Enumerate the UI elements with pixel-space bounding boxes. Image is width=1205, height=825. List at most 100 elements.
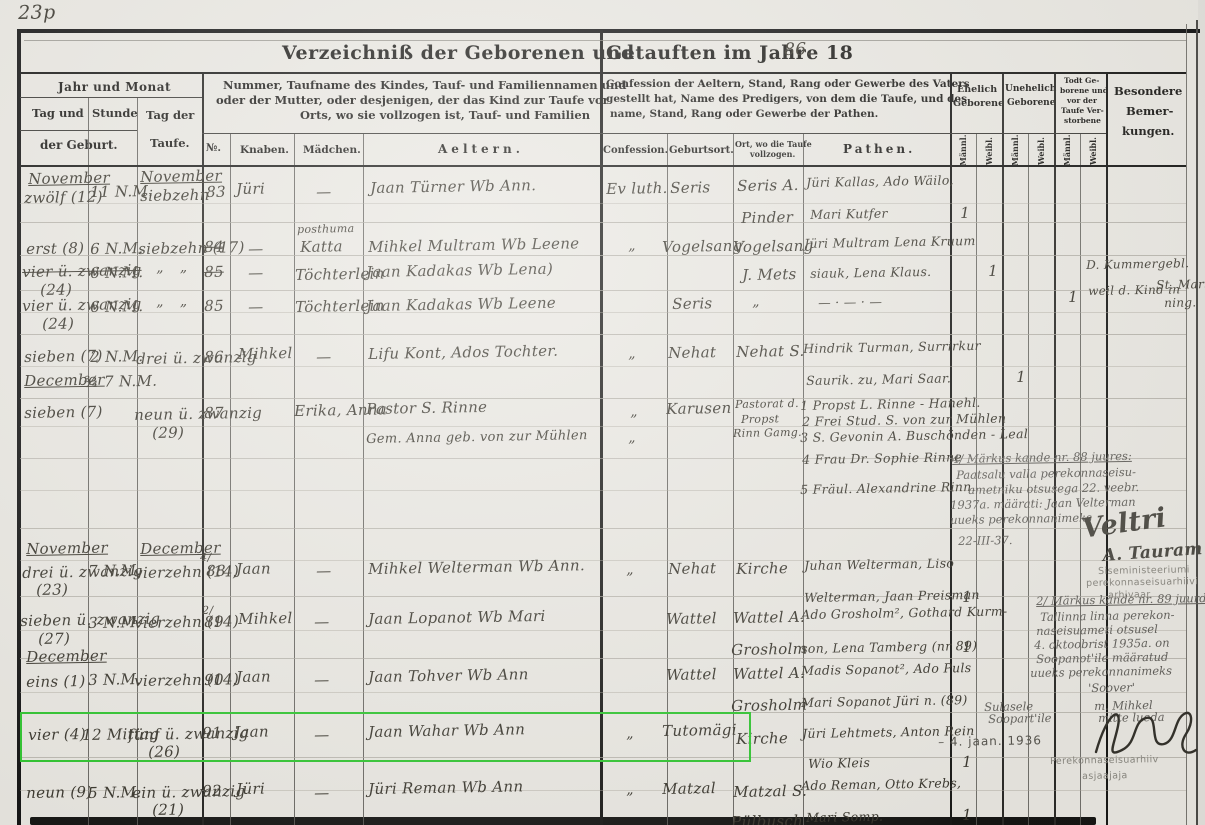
- rule-line: [20, 97, 202, 98]
- rule-line: [20, 596, 1186, 597]
- entry-88-baptism-place: Kirche: [736, 559, 789, 578]
- entry-87-birthplace: Karusen: [666, 398, 732, 418]
- rule-line: [976, 133, 977, 825]
- corner-mark: 23p: [18, 1, 56, 24]
- entry-85-cancelled-parents: Jaan Kadakas Wb Lena): [366, 259, 554, 281]
- entry-90-number: 90: [204, 670, 224, 689]
- col-unehelich-weibl-label: Weibl.: [1036, 137, 1046, 165]
- entry-85-godparents: — · — · —: [818, 293, 883, 310]
- header-pathen: Pathen.: [843, 142, 916, 156]
- entry-84-baptism-place: Vogelsang: [733, 236, 814, 256]
- entry-86-number: 86: [204, 347, 224, 366]
- entry-85-cancelled-boy-name: —: [248, 263, 264, 282]
- entry-92-birth-day: neun (9): [26, 782, 93, 802]
- header-mid-line3: Orts, wo sie vollzogen ist, Tauf- und Fa…: [300, 108, 591, 122]
- entry-92-girl-name: —: [314, 783, 330, 802]
- header-geburtsort: Geburtsort.: [669, 145, 734, 156]
- rule-line: [202, 133, 1106, 134]
- entry-84-boy-name: —: [248, 239, 264, 258]
- rule-line: [20, 312, 1186, 313]
- entry-92-baptism-place: Pülbusch: [731, 811, 804, 825]
- header-todt-3: vor der: [1067, 96, 1097, 105]
- rule-line: [20, 458, 1186, 459]
- header-der-geburt: der Geburt.: [40, 138, 118, 152]
- entry-87-godparents: 4 Frau Dr. Sophie Rinne: [802, 449, 963, 467]
- date: – 4. jaan. 1936: [938, 733, 1043, 749]
- header-todt-5: storbene: [1064, 116, 1101, 125]
- entry-88-birth-month: November: [26, 538, 109, 558]
- entry-87-confession: „: [628, 429, 642, 446]
- entry-84-baptism-day: siebzehn (17): [138, 238, 245, 258]
- header-besondere-1: Besondere: [1114, 84, 1183, 98]
- entry-87-baptism-place: Propst: [741, 412, 780, 426]
- entry-86-girl-name: —: [316, 347, 332, 366]
- rule-line: [803, 133, 804, 825]
- entry-88-girl-name: —: [316, 561, 332, 580]
- entry-87-godparents: 5 Fräul. Alexandrine Rinn.: [800, 478, 976, 497]
- entry-92-confession: „: [626, 781, 640, 798]
- rule-line: [294, 133, 295, 825]
- entry-83-birthplace: Seris: [670, 178, 711, 197]
- entry-84-birth-day: erst (8): [26, 238, 85, 258]
- entry-89-tally: 1: [962, 637, 973, 656]
- entry-88-number: 88: [206, 561, 226, 580]
- entry-86-boy-name: Mihkel: [238, 344, 293, 363]
- entry-83-confession: Ev luth.: [606, 178, 668, 198]
- entry-84-baptism-place: J. Mets: [742, 265, 797, 284]
- paper-edge-strip: [1198, 0, 1205, 825]
- header-tag-und: Tag und: [32, 106, 84, 120]
- rule-line: [20, 692, 1186, 693]
- entry-85-birth-day: (24): [42, 314, 75, 333]
- entry-90-godparents: Madis Sopanot², Ado Puls: [801, 660, 972, 678]
- col-ehelich-weibl-label: Weibl.: [984, 137, 994, 165]
- entry-83-baptism-place: Pinder: [741, 208, 794, 227]
- note: Soopart'ile: [988, 710, 1052, 726]
- entry-83-godparents: Mari Kutfer: [810, 205, 888, 222]
- stamp: perekonnaseisuarhiivi: [1086, 576, 1199, 589]
- entry-87-baptism-place: Pastorat d.: [735, 396, 799, 411]
- entry-86-baptism-place: Nehat S.: [736, 341, 805, 361]
- entry-84-number: 84: [204, 237, 224, 256]
- entry-86-parents: Lifu Kont, Ados Tochter.: [368, 341, 559, 363]
- col-todt-weibl-label: Weibl.: [1088, 137, 1098, 165]
- entry-88-godparents: Juhan Welterman, Liso: [804, 555, 955, 573]
- entry-90-birthplace: Wattel: [666, 665, 717, 684]
- entry-91-godparents: Wio Kleis: [808, 754, 871, 771]
- entry-87-baptism-day: neun ü. zwanzig: [134, 403, 263, 424]
- entry-87-baptism-day: (29): [152, 423, 185, 442]
- table-bottom-border: [30, 817, 1096, 825]
- entry-92-baptism-day: (21): [152, 800, 185, 819]
- rule-line: [20, 165, 1186, 167]
- rule-line: [1186, 24, 1187, 825]
- header-unehelich-2: Geborene: [1007, 98, 1056, 108]
- entry-86-birthplace: Nehat: [668, 343, 717, 362]
- register-title-right: Getauften im Jahre 18: [606, 42, 854, 64]
- rule-line: [1002, 72, 1004, 825]
- rule-line: [20, 528, 1186, 529]
- rule-line: [20, 130, 137, 131]
- rule-line: [20, 630, 1186, 631]
- date: 22-III-37.: [958, 533, 1013, 548]
- entry-84-parents: Mihkel Multram Wb Leene: [368, 234, 580, 256]
- entry-85-cancelled-remark: D. Kummergebl.: [1086, 256, 1190, 272]
- header-besondere-3: kungen.: [1122, 124, 1175, 138]
- rule-line: [1028, 133, 1029, 825]
- header-right-line3: name, Stand, Rang oder Gewerbe der Pathe…: [610, 108, 879, 120]
- entry-84-hour: 6 N.M.: [90, 239, 144, 258]
- entry-89-girl-name: —: [314, 612, 330, 631]
- header-tag-der-taufe-1: Tag der: [146, 108, 195, 122]
- header-confession: Confession.: [603, 145, 669, 156]
- entry-86-godparents: Hindrik Turman, Surrirkur: [803, 337, 982, 356]
- rule-line: [1106, 72, 1109, 825]
- header-todt-1: Todt Ge-: [1064, 76, 1100, 85]
- entry-86-tally: 1: [1016, 367, 1027, 386]
- table-frame: [17, 29, 1200, 825]
- entry-85-tally: 1: [1068, 287, 1079, 306]
- header-todt-2: borene und: [1060, 86, 1108, 95]
- rule-line: [202, 72, 204, 825]
- entry-89-godparents: son, Lena Tamberg (nr 89): [801, 637, 978, 656]
- stamp: asjaajaja: [1082, 770, 1128, 782]
- rule-line: [137, 97, 138, 825]
- entry-84-godparents: siauk, Lena Klaus.: [810, 263, 932, 281]
